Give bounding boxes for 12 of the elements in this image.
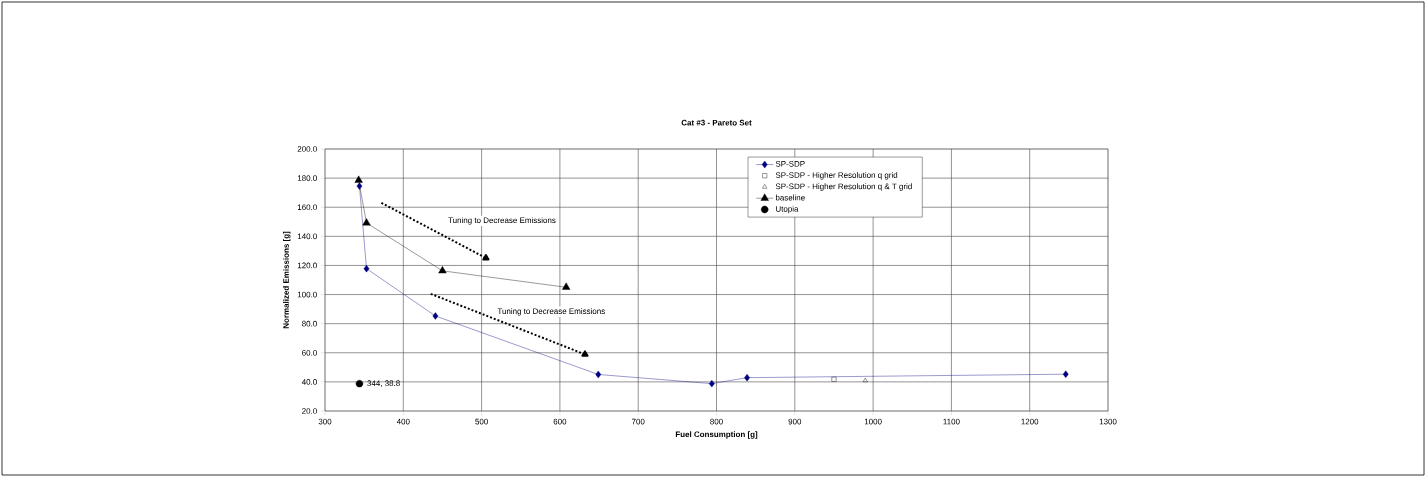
- point: [363, 264, 370, 273]
- point: [356, 182, 363, 190]
- point: [432, 312, 439, 320]
- point: [362, 218, 371, 226]
- point: [355, 379, 364, 388]
- point: [438, 266, 447, 274]
- point: [1062, 370, 1069, 378]
- point: [595, 370, 602, 379]
- point: [354, 175, 363, 183]
- point: [562, 282, 571, 290]
- point: [831, 376, 837, 382]
- point: [862, 377, 868, 383]
